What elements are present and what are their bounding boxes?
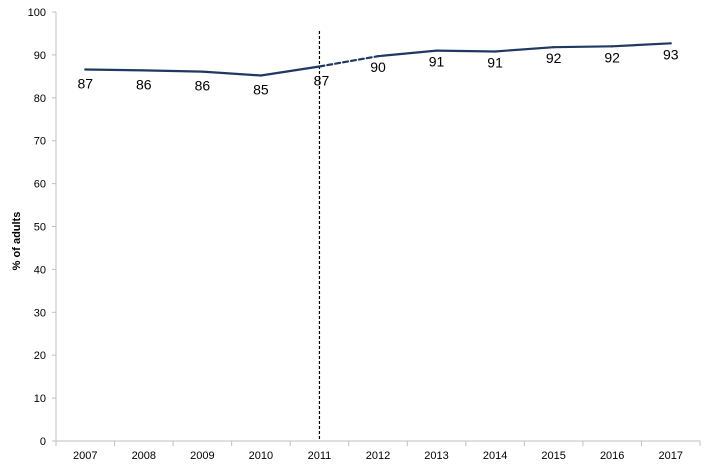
y-tick-label: 50 xyxy=(34,222,46,234)
data-label: 91 xyxy=(429,54,445,70)
x-tick-label: 2012 xyxy=(366,450,390,462)
y-axis-title: % of adults xyxy=(11,212,23,271)
data-label: 87 xyxy=(314,72,330,88)
data-label: 92 xyxy=(604,49,620,65)
series-segment-dashed xyxy=(318,55,380,68)
data-point xyxy=(377,55,379,58)
y-tick-label: 10 xyxy=(34,393,46,405)
x-tick-label: 2015 xyxy=(541,450,565,462)
x-tick-label: 2010 xyxy=(249,450,273,462)
y-tick-label: 70 xyxy=(34,136,46,148)
data-label: 85 xyxy=(253,81,269,97)
series-segment xyxy=(493,46,555,53)
y-axis: 0 10 20 30 40 50 60 70 80 90 100 xyxy=(28,7,57,448)
data-label: 93 xyxy=(663,46,679,62)
y-tick-label: 0 xyxy=(40,436,46,448)
data-point xyxy=(611,45,614,48)
x-tick-label: 2017 xyxy=(658,450,682,462)
data-point xyxy=(669,42,672,45)
data-label: 87 xyxy=(77,75,93,91)
data-label: 92 xyxy=(546,50,562,66)
y-tick-label: 90 xyxy=(34,50,46,62)
series-segment xyxy=(552,45,614,49)
x-tick-label: 2011 xyxy=(308,450,332,462)
series-segment xyxy=(142,69,204,73)
data-point xyxy=(201,70,204,73)
series-segment xyxy=(259,65,321,77)
data-point xyxy=(259,74,262,77)
data-label: 86 xyxy=(195,78,211,94)
x-axis: 2007 2008 2009 2010 2011 2012 2013 2014 2015 2016… xyxy=(55,440,701,462)
y-tick-label: 40 xyxy=(34,264,46,276)
data-point xyxy=(84,68,87,71)
data-point xyxy=(552,46,555,49)
y-tick-label: 100 xyxy=(28,7,46,19)
series-group xyxy=(84,42,672,77)
data-label: 86 xyxy=(136,76,152,92)
x-tick-label: 2016 xyxy=(600,450,624,462)
data-labels-group: 87 86 86 85 87 90 91 91 92 92 93 xyxy=(77,46,678,97)
y-tick-label: 60 xyxy=(34,179,46,191)
series-segment xyxy=(376,49,438,58)
series-segment xyxy=(435,49,497,53)
y-tick-label: 80 xyxy=(34,93,46,105)
data-label: 91 xyxy=(487,54,503,70)
x-tick-label: 2013 xyxy=(424,450,448,462)
data-point xyxy=(435,49,438,52)
y-tick-label: 20 xyxy=(34,350,46,362)
y-tick-label: 30 xyxy=(34,307,46,319)
x-tick-label: 2014 xyxy=(483,450,507,462)
series-segment xyxy=(611,42,672,48)
data-point xyxy=(318,65,321,68)
series-segment xyxy=(84,68,145,72)
x-tick-label: 2007 xyxy=(73,450,97,462)
data-point xyxy=(494,50,497,53)
data-label: 90 xyxy=(370,59,386,75)
x-tick-label: 2008 xyxy=(132,450,156,462)
x-tick-label: 2009 xyxy=(190,450,214,462)
series-segment xyxy=(201,70,263,77)
data-point xyxy=(142,69,145,72)
